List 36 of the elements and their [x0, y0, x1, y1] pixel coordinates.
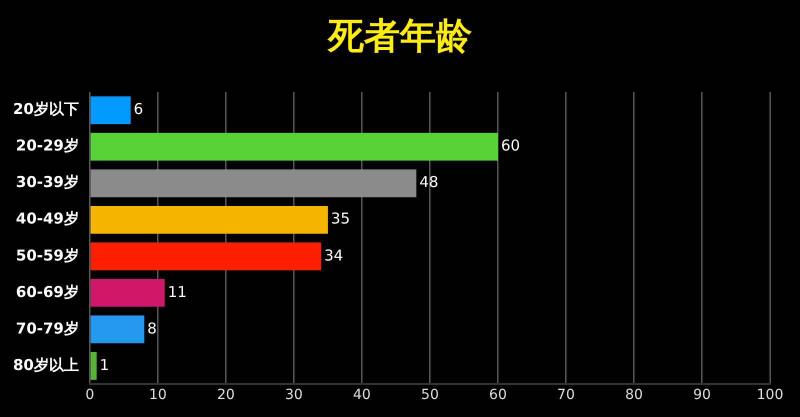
x-tick-label: 0	[85, 387, 94, 404]
x-tick-label: 70	[557, 387, 575, 404]
bar	[90, 279, 165, 307]
data-label: 1	[100, 356, 110, 374]
x-tick-label: 10	[148, 387, 167, 404]
data-label: 48	[419, 173, 438, 192]
y-tick-label: 50-59岁	[16, 246, 79, 264]
y-tick-label: 30-39岁	[16, 173, 79, 192]
bar	[90, 352, 97, 380]
bar	[90, 96, 131, 124]
chart-title: 死者年龄	[326, 15, 473, 59]
bar	[90, 316, 144, 344]
x-tick-label: 80	[625, 387, 643, 404]
x-tick-label: 30	[285, 387, 303, 404]
x-tick-label: 100	[756, 387, 784, 404]
x-tick-label: 90	[693, 387, 711, 404]
data-label: 60	[500, 136, 520, 155]
y-tick-label: 80岁以上	[13, 356, 79, 374]
bar	[90, 206, 328, 234]
data-label: 11	[168, 282, 187, 301]
y-tick-label: 20-29岁	[16, 136, 79, 155]
y-tick-label: 60-69岁	[16, 282, 79, 301]
data-label: 35	[330, 210, 350, 228]
bar	[90, 169, 416, 198]
x-tick-label: 60	[489, 387, 507, 404]
data-label: 6	[134, 100, 144, 118]
bar	[90, 132, 498, 161]
y-tick-label: 40-49岁	[16, 210, 79, 228]
bar	[90, 242, 322, 270]
y-tick-label: 70-79岁	[16, 319, 79, 338]
x-tick-label: 50	[421, 387, 439, 404]
data-label: 34	[324, 246, 344, 264]
data-label: 8	[147, 319, 157, 338]
y-tick-label: 20岁以下	[13, 100, 79, 118]
x-tick-label: 20	[216, 387, 235, 404]
x-tick-label: 40	[353, 387, 371, 404]
